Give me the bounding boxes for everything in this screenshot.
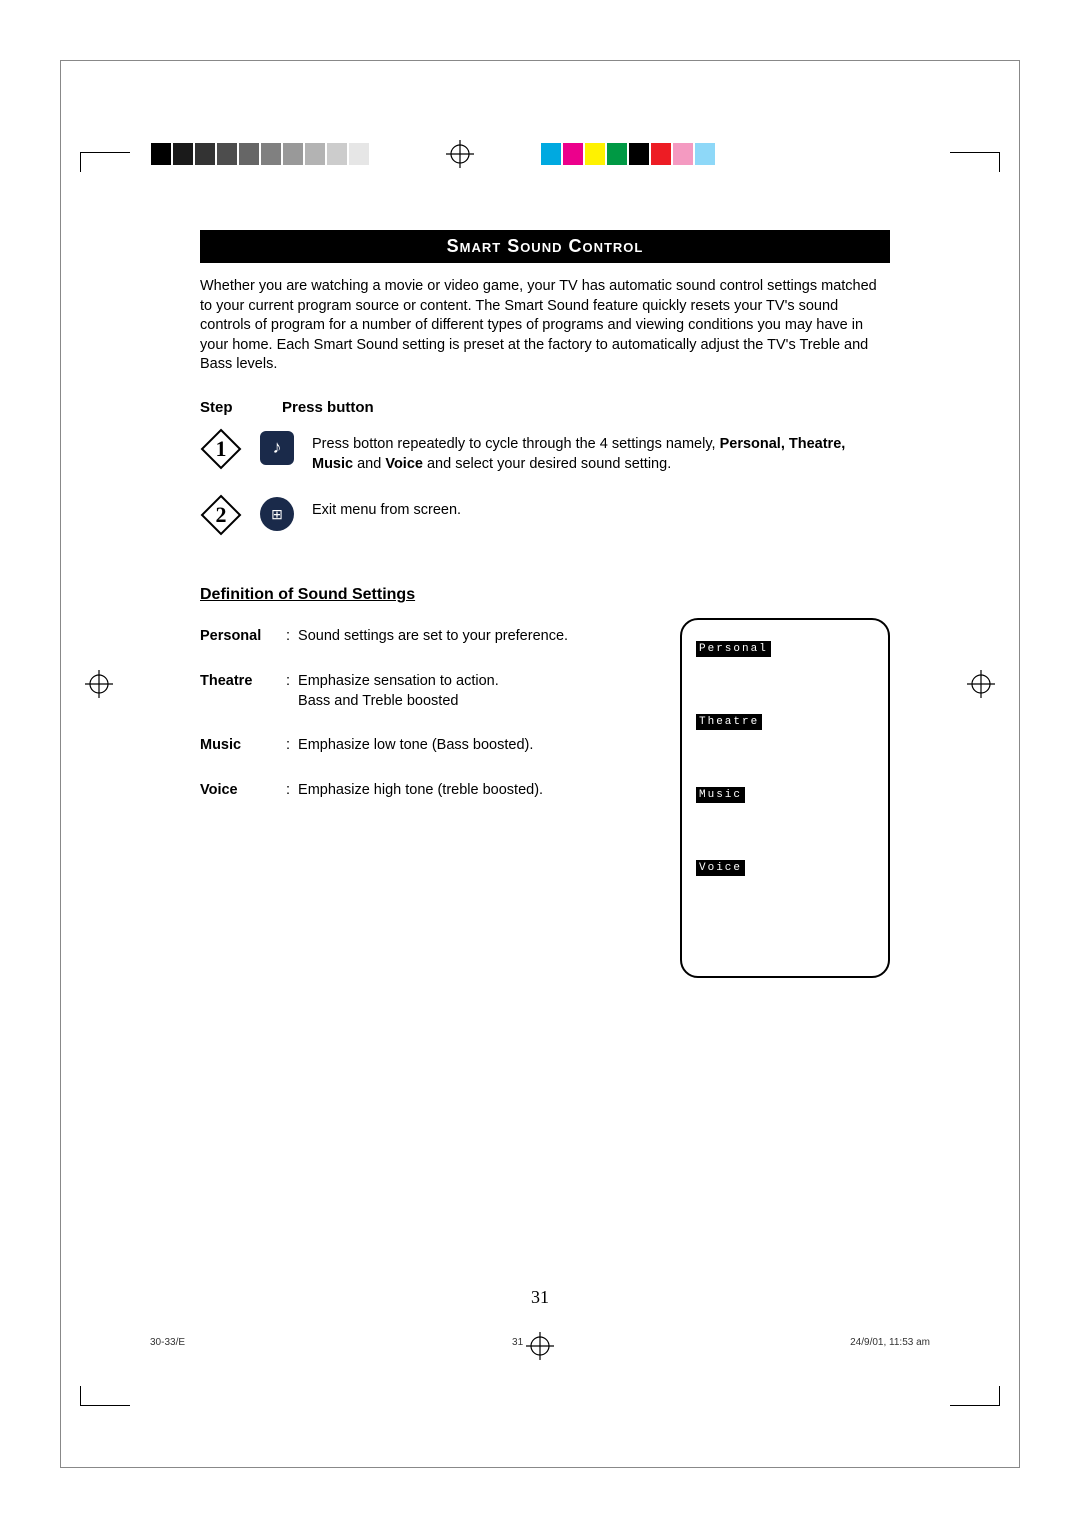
definition-row: Theatre:Emphasize sensation to action. B… xyxy=(200,671,650,712)
osd-label: Music xyxy=(696,787,745,803)
definition-text: Emphasize sensation to action. Bass and … xyxy=(298,671,499,712)
definition-row: Personal:Sound settings are set to your … xyxy=(200,626,650,646)
registration-mark-bottom xyxy=(526,1332,554,1360)
osd-label: Voice xyxy=(696,860,745,876)
step-1-number: 1 xyxy=(216,436,227,462)
osd-label: Theatre xyxy=(696,714,762,730)
definition-row: Music:Emphasize low tone (Bass boosted). xyxy=(200,735,650,755)
definition-label: Voice xyxy=(200,780,286,800)
section-title: Smart Sound Control xyxy=(200,230,890,263)
music-note-button-icon: ♪ xyxy=(260,431,294,465)
crop-mark-bottom-left xyxy=(80,1386,130,1406)
osd-item: Music xyxy=(696,784,874,803)
definition-label: Music xyxy=(200,735,286,755)
definitions-area: Personal:Sound settings are set to your … xyxy=(200,626,890,978)
intro-paragraph: Whether you are watching a movie or vide… xyxy=(200,277,890,375)
registration-mark-top xyxy=(446,140,474,168)
step-1-row: 1 ♪ Press botton repeatedly to cycle thr… xyxy=(200,428,890,475)
color-colorbar xyxy=(540,142,738,166)
step-1-diamond: 1 xyxy=(200,428,242,470)
registration-mark-right xyxy=(967,670,995,698)
step-2-row: 2 ⊞ Exit menu from screen. xyxy=(200,494,890,536)
step-2-number: 2 xyxy=(216,502,227,528)
definition-label: Personal xyxy=(200,626,286,646)
page-number: 31 xyxy=(0,1287,1080,1308)
definition-text: Emphasize low tone (Bass boosted). xyxy=(298,735,533,755)
footer-center: 31 xyxy=(512,1337,523,1348)
osd-panel: Personal Theatre Music Voice xyxy=(680,618,890,978)
osd-label: Personal xyxy=(696,641,771,657)
header-step: Step xyxy=(200,399,242,416)
header-button: Press button xyxy=(282,399,374,416)
crop-mark-bottom-right xyxy=(950,1386,1000,1406)
definition-text: Sound settings are set to your preferenc… xyxy=(298,626,568,646)
music-note-icon: ♪ xyxy=(273,437,282,458)
definition-label: Theatre xyxy=(200,671,286,712)
definition-text: Emphasize high tone (treble boosted). xyxy=(298,780,543,800)
step-2-text: Exit menu from screen. xyxy=(312,494,461,520)
crop-mark-top-right xyxy=(950,152,1000,172)
steps-header: Step Press button xyxy=(200,399,890,416)
definitions-list: Personal:Sound settings are set to your … xyxy=(200,626,650,978)
crop-mark-top-left xyxy=(80,152,130,172)
step-2-diamond: 2 xyxy=(200,494,242,536)
exit-button-icon: ⊞ xyxy=(260,497,294,531)
footer-right: 24/9/01, 11:53 am xyxy=(850,1337,930,1348)
osd-item: Voice xyxy=(696,857,874,876)
definition-row: Voice:Emphasize high tone (treble booste… xyxy=(200,780,650,800)
osd-item: Personal xyxy=(696,638,874,657)
step-1-text: Press botton repeatedly to cycle through… xyxy=(312,428,890,475)
osd-item: Theatre xyxy=(696,711,874,730)
registration-mark-left xyxy=(85,670,113,698)
gray-colorbar xyxy=(150,142,392,166)
exit-icon: ⊞ xyxy=(271,506,283,523)
main-content: Smart Sound Control Whether you are watc… xyxy=(200,230,890,978)
footer-left: 30-33/E xyxy=(150,1337,185,1348)
definitions-heading: Definition of Sound Settings xyxy=(200,586,890,604)
